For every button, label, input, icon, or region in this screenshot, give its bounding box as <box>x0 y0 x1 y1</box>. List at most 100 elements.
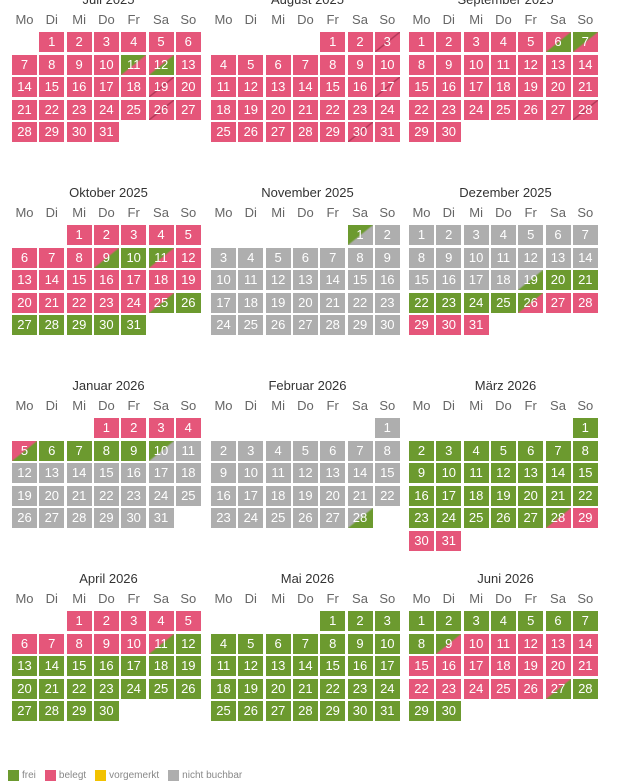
calendar-day[interactable]: 2 <box>93 225 119 245</box>
calendar-day[interactable]: 30 <box>121 508 147 528</box>
calendar-day[interactable]: 29 <box>409 701 434 721</box>
calendar-day[interactable]: 9 <box>436 633 462 654</box>
calendar-day[interactable]: 16 <box>436 656 462 676</box>
calendar-day[interactable]: 19 <box>518 77 544 97</box>
calendar-day[interactable]: 19 <box>518 270 544 290</box>
calendar-day[interactable]: 14 <box>320 270 346 290</box>
calendar-day[interactable]: 24 <box>436 508 462 528</box>
calendar-day[interactable]: 12 <box>238 656 264 676</box>
calendar-day[interactable]: 29 <box>39 122 65 142</box>
calendar-day[interactable]: 11 <box>238 270 264 290</box>
calendar-day[interactable]: 11 <box>211 656 236 676</box>
calendar-day[interactable]: 19 <box>175 270 201 290</box>
calendar-day[interactable]: 10 <box>121 633 147 654</box>
calendar-day[interactable]: 16 <box>409 485 434 506</box>
calendar-day[interactable]: 5 <box>518 611 544 631</box>
calendar-day[interactable]: 3 <box>463 611 489 631</box>
calendar-day[interactable]: 4 <box>490 225 516 245</box>
calendar-day[interactable]: 2 <box>211 440 236 461</box>
calendar-day[interactable]: 31 <box>93 122 119 142</box>
calendar-day[interactable]: 26 <box>148 99 174 120</box>
calendar-day[interactable]: 25 <box>265 508 291 528</box>
calendar-day[interactable]: 28 <box>292 122 318 142</box>
calendar-day[interactable]: 1 <box>409 611 434 631</box>
calendar-day[interactable]: 11 <box>175 440 201 461</box>
calendar-day[interactable]: 31 <box>121 315 147 335</box>
calendar-day[interactable]: 8 <box>66 247 92 268</box>
calendar-day[interactable]: 5 <box>518 225 544 245</box>
calendar-day[interactable]: 30 <box>347 122 373 142</box>
calendar-day[interactable]: 17 <box>93 77 119 97</box>
calendar-day[interactable]: 23 <box>436 292 462 313</box>
calendar-day[interactable]: 21 <box>320 292 346 313</box>
calendar-day[interactable]: 5 <box>12 440 37 461</box>
calendar-day[interactable]: 2 <box>121 418 147 438</box>
calendar-day[interactable]: 24 <box>238 508 264 528</box>
calendar-day[interactable]: 12 <box>148 54 174 75</box>
calendar-day[interactable]: 27 <box>545 99 571 120</box>
calendar-day[interactable]: 29 <box>347 315 373 335</box>
calendar-day[interactable]: 29 <box>409 315 434 335</box>
calendar-day[interactable]: 6 <box>545 611 571 631</box>
calendar-day[interactable]: 20 <box>518 485 544 506</box>
calendar-day[interactable]: 27 <box>39 508 65 528</box>
calendar-day[interactable]: 29 <box>409 122 434 142</box>
calendar-day[interactable]: 4 <box>490 32 516 52</box>
calendar-day[interactable]: 22 <box>374 485 400 506</box>
calendar-day[interactable]: 15 <box>66 656 92 676</box>
calendar-day[interactable]: 17 <box>121 656 147 676</box>
calendar-day[interactable]: 5 <box>148 32 174 52</box>
calendar-day[interactable]: 3 <box>121 611 147 631</box>
calendar-day[interactable]: 29 <box>320 122 346 142</box>
calendar-day[interactable]: 13 <box>320 463 346 483</box>
calendar-day[interactable]: 1 <box>409 32 434 52</box>
calendar-day[interactable]: 6 <box>39 440 65 461</box>
calendar-day[interactable]: 23 <box>436 678 462 699</box>
calendar-day[interactable]: 2 <box>436 225 462 245</box>
calendar-day[interactable]: 7 <box>66 440 92 461</box>
calendar-day[interactable]: 11 <box>490 633 516 654</box>
calendar-day[interactable]: 6 <box>545 32 571 52</box>
calendar-day[interactable]: 10 <box>374 633 400 654</box>
calendar-day[interactable]: 13 <box>39 463 65 483</box>
calendar-day[interactable]: 24 <box>148 485 174 506</box>
calendar-day[interactable]: 2 <box>93 611 119 631</box>
calendar-day[interactable]: 12 <box>518 54 544 75</box>
calendar-day[interactable]: 12 <box>238 77 264 97</box>
calendar-day[interactable]: 4 <box>463 440 489 461</box>
calendar-day[interactable]: 14 <box>66 463 92 483</box>
calendar-day[interactable]: 29 <box>320 701 346 721</box>
calendar-day[interactable]: 1 <box>39 32 65 52</box>
calendar-day[interactable]: 13 <box>265 77 291 97</box>
calendar-day[interactable]: 7 <box>545 440 571 461</box>
calendar-day[interactable]: 25 <box>238 315 264 335</box>
calendar-day[interactable]: 10 <box>463 633 489 654</box>
calendar-day[interactable]: 18 <box>490 77 516 97</box>
calendar-day[interactable]: 25 <box>463 508 489 528</box>
calendar-day[interactable]: 28 <box>572 678 598 699</box>
calendar-day[interactable]: 30 <box>93 701 119 721</box>
calendar-day[interactable]: 12 <box>518 247 544 268</box>
calendar-day[interactable]: 15 <box>347 270 373 290</box>
calendar-day[interactable]: 26 <box>238 122 264 142</box>
calendar-day[interactable]: 13 <box>545 633 571 654</box>
calendar-day[interactable]: 28 <box>320 315 346 335</box>
calendar-day[interactable]: 27 <box>545 678 571 699</box>
calendar-day[interactable]: 29 <box>66 315 92 335</box>
calendar-day[interactable]: 18 <box>148 656 174 676</box>
calendar-day[interactable]: 28 <box>572 292 598 313</box>
calendar-day[interactable]: 7 <box>572 32 598 52</box>
calendar-day[interactable]: 22 <box>66 292 92 313</box>
calendar-day[interactable]: 14 <box>12 77 37 97</box>
calendar-day[interactable]: 13 <box>12 656 37 676</box>
calendar-day[interactable]: 17 <box>436 485 462 506</box>
calendar-day[interactable]: 2 <box>347 611 373 631</box>
calendar-day[interactable]: 21 <box>39 678 65 699</box>
calendar-day[interactable]: 16 <box>211 485 236 506</box>
calendar-day[interactable]: 21 <box>347 485 373 506</box>
calendar-day[interactable]: 25 <box>490 292 516 313</box>
calendar-day[interactable]: 12 <box>292 463 318 483</box>
calendar-day[interactable]: 5 <box>518 32 544 52</box>
calendar-day[interactable]: 16 <box>347 656 373 676</box>
calendar-day[interactable]: 4 <box>238 247 264 268</box>
